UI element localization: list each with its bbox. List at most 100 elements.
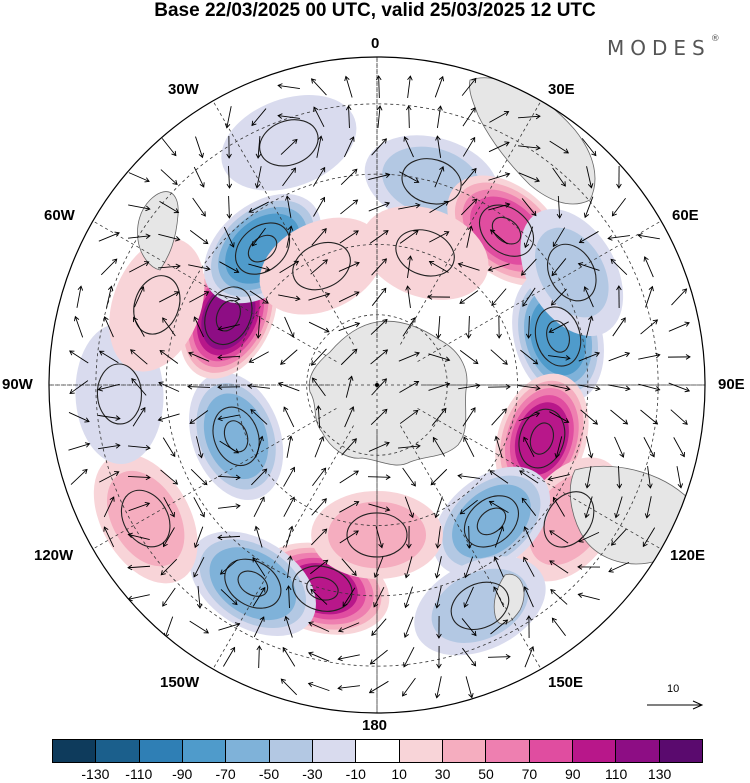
wind-arrow <box>461 77 477 96</box>
wind-arrow <box>285 525 294 548</box>
wind-arrow <box>188 351 210 362</box>
wind-arrow <box>521 497 537 516</box>
wind-arrow <box>283 406 295 428</box>
wind-arrow <box>525 315 532 339</box>
wind-arrow <box>607 235 630 241</box>
wind-arrow <box>373 586 385 608</box>
wind-arrow <box>610 528 627 546</box>
wind-arrow <box>523 436 535 457</box>
wind-arrow <box>399 380 420 393</box>
wind-arrow <box>98 443 121 450</box>
colorbar-tick-label: -110 <box>125 766 153 782</box>
contour-ring <box>478 204 535 257</box>
wind-arrow <box>127 474 151 481</box>
wind-arrow <box>129 261 150 273</box>
wind-arrow <box>578 384 601 392</box>
wind-arrow <box>494 435 503 458</box>
wind-arrow <box>103 526 115 548</box>
wind-arrow <box>548 355 571 361</box>
wind-arrow <box>284 316 295 338</box>
wind-arrow <box>68 412 90 423</box>
wind-arrow <box>487 384 511 390</box>
wind-arrow <box>338 291 360 303</box>
wind-arrow <box>490 619 509 635</box>
wind-arrow <box>308 321 330 333</box>
wind-arrow <box>488 172 511 181</box>
wind-arrow <box>338 261 360 272</box>
wind-arrow <box>434 556 442 579</box>
wind-arrow <box>549 530 569 544</box>
wind-arrow <box>608 384 631 392</box>
wind-arrow <box>407 255 413 278</box>
wind-arrow <box>371 618 387 637</box>
contour-ring <box>450 581 510 631</box>
wind-arrow <box>98 350 119 364</box>
wind-arrow <box>459 499 478 515</box>
wind-arrow <box>556 195 563 219</box>
anomaly-cell <box>221 95 357 191</box>
wind-arrow <box>128 204 151 212</box>
wind-arrow <box>523 556 535 577</box>
wind-arrow <box>340 199 359 215</box>
wind-arrow <box>286 225 294 248</box>
wind-arrow <box>312 166 326 187</box>
wind-arrow <box>218 503 241 509</box>
wind-arrow <box>610 258 628 275</box>
wind-arrow <box>434 75 445 98</box>
lon-label-90w: 90W <box>2 376 33 393</box>
wind-arrow <box>217 384 241 390</box>
wind-arrow <box>673 437 685 458</box>
wind-arrow <box>251 108 267 127</box>
wind-arrow <box>344 406 355 428</box>
wind-arrow <box>217 354 241 361</box>
wind-arrow <box>404 556 413 579</box>
lon-label-30w: 30W <box>168 81 199 98</box>
wind-arrow <box>671 288 688 306</box>
wind-arrow <box>98 231 120 242</box>
wind-arrow <box>254 525 263 548</box>
meridian-line <box>400 100 542 345</box>
contour-ring <box>395 229 455 277</box>
wind-arrow <box>369 649 388 665</box>
wind-arrow <box>399 409 419 424</box>
wind-arrow <box>459 350 479 365</box>
colorbar-segment <box>659 740 702 762</box>
wind-arrow <box>429 200 450 213</box>
wind-arrow <box>642 527 656 548</box>
wind-arrow <box>339 501 360 513</box>
anomaly-cell <box>109 238 205 372</box>
colorbar-tick-label: 130 <box>647 766 672 782</box>
wind-arrow <box>339 530 359 544</box>
lon-label-90e: 90E <box>718 376 745 393</box>
wind-arrow <box>487 654 511 660</box>
wind-arrow <box>398 202 421 210</box>
wind-arrow <box>496 315 502 339</box>
anomaly-cell <box>361 205 489 300</box>
wind-arrow <box>407 75 413 98</box>
wind-arrow <box>308 292 331 301</box>
wind-arrow <box>103 316 114 338</box>
colorbar-tick-label: 70 <box>521 766 538 782</box>
wind-arrow <box>337 654 360 662</box>
brand-name: MODES <box>607 36 711 60</box>
colorbar-ticks: -130 -110 -90 -70 -50 -30 -10 10 30 50 70 90 110 130 <box>52 766 703 782</box>
contour-ring <box>259 119 319 167</box>
wind-arrow <box>248 263 271 272</box>
wind-arrow <box>253 616 265 638</box>
wind-arrow <box>457 262 480 271</box>
wind-arrow <box>428 353 451 362</box>
wind-arrow <box>311 528 328 546</box>
wind-arrow <box>250 408 268 425</box>
wind-arrow <box>162 317 176 337</box>
wind-arrow <box>399 171 420 183</box>
meridian-line <box>417 220 662 362</box>
wind-arrow <box>519 470 539 484</box>
wind-arrow <box>489 470 509 484</box>
wind-arrow <box>435 135 442 158</box>
wind-arrow <box>341 438 357 456</box>
wind-arrow <box>489 229 508 245</box>
wind-arrow <box>371 258 387 276</box>
wind-arrow <box>647 466 653 489</box>
wind-arrow <box>548 321 569 333</box>
